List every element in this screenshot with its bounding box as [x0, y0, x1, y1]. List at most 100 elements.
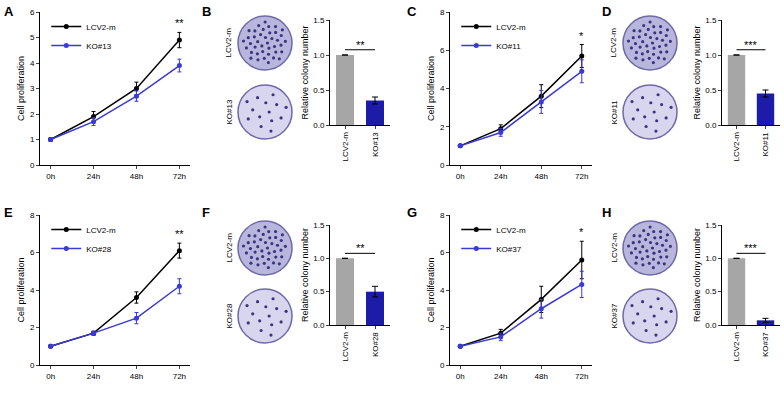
svg-text:LCV2-m: LCV2-m	[732, 332, 741, 362]
svg-text:1.0: 1.0	[705, 254, 717, 263]
svg-text:4: 4	[30, 59, 35, 68]
svg-text:Cell proliferation: Cell proliferation	[16, 257, 26, 322]
svg-text:1.0: 1.0	[313, 254, 325, 263]
svg-text:KO#11: KO#11	[610, 100, 619, 125]
svg-text:5: 5	[30, 33, 35, 42]
svg-text:6: 6	[440, 248, 445, 257]
svg-text:2: 2	[30, 323, 35, 332]
svg-text:Cell proliferation: Cell proliferation	[426, 56, 436, 121]
svg-text:6: 6	[30, 8, 35, 17]
svg-text:**: **	[175, 17, 184, 29]
svg-text:0h: 0h	[456, 372, 465, 381]
svg-text:0: 0	[30, 161, 35, 170]
svg-text:6: 6	[440, 46, 445, 55]
svg-text:4: 4	[30, 286, 35, 295]
svg-text:LCV2-m: LCV2-m	[86, 23, 116, 32]
svg-text:0.0: 0.0	[705, 321, 717, 330]
svg-text:F: F	[202, 205, 210, 220]
svg-text:LCV2-m: LCV2-m	[496, 226, 526, 235]
svg-text:24h: 24h	[494, 372, 507, 381]
svg-text:LCV2-m: LCV2-m	[225, 233, 234, 263]
svg-text:1: 1	[30, 135, 35, 144]
svg-text:1.5: 1.5	[313, 16, 325, 25]
svg-text:48h: 48h	[535, 372, 548, 381]
svg-text:2: 2	[30, 110, 35, 119]
svg-text:1.5: 1.5	[705, 221, 717, 230]
svg-text:LCV2-m: LCV2-m	[732, 132, 741, 162]
svg-text:Cell proliferation: Cell proliferation	[426, 257, 436, 322]
svg-text:LCV2-m: LCV2-m	[341, 132, 350, 162]
svg-text:LCV2-m: LCV2-m	[86, 226, 116, 235]
svg-text:72h: 72h	[173, 372, 186, 381]
svg-text:KO#28: KO#28	[371, 332, 380, 357]
svg-text:24h: 24h	[87, 372, 100, 381]
svg-text:6: 6	[30, 248, 35, 257]
svg-text:Relative colony number: Relative colony number	[300, 228, 310, 322]
svg-text:D: D	[602, 4, 611, 19]
svg-text:24h: 24h	[494, 172, 507, 181]
svg-text:Relative colony number: Relative colony number	[300, 25, 310, 119]
svg-text:C: C	[407, 4, 417, 19]
svg-text:0.0: 0.0	[313, 121, 325, 130]
svg-text:0: 0	[440, 361, 445, 370]
svg-text:KO#37: KO#37	[610, 303, 619, 328]
svg-text:LCV2-m: LCV2-m	[610, 233, 619, 263]
svg-text:1.5: 1.5	[313, 221, 325, 230]
svg-text:**: **	[356, 39, 365, 51]
svg-text:0h: 0h	[46, 372, 55, 381]
svg-text:B: B	[202, 4, 211, 19]
svg-text:0.5: 0.5	[313, 287, 325, 296]
svg-text:0: 0	[30, 361, 35, 370]
svg-text:KO#13: KO#13	[86, 42, 111, 51]
svg-text:***: ***	[744, 39, 758, 51]
svg-text:KO#11: KO#11	[496, 42, 521, 51]
svg-text:KO#28: KO#28	[86, 245, 111, 254]
svg-text:72h: 72h	[575, 372, 588, 381]
svg-text:1.0: 1.0	[705, 51, 717, 60]
svg-text:KO#28: KO#28	[225, 303, 234, 328]
svg-text:E: E	[4, 205, 13, 220]
svg-text:8: 8	[440, 8, 445, 17]
svg-text:0: 0	[440, 161, 445, 170]
svg-text:KO#13: KO#13	[225, 99, 234, 124]
svg-text:LCV2-m: LCV2-m	[341, 332, 350, 362]
svg-text:LCV2-m: LCV2-m	[496, 23, 526, 32]
svg-text:48h: 48h	[130, 172, 143, 181]
svg-text:0h: 0h	[456, 172, 465, 181]
svg-text:H: H	[602, 205, 611, 220]
svg-text:G: G	[407, 205, 417, 220]
svg-text:Cell proliferation: Cell proliferation	[16, 56, 26, 121]
svg-text:2: 2	[440, 323, 445, 332]
svg-text:KO#37: KO#37	[761, 332, 770, 357]
svg-text:*: *	[579, 226, 584, 238]
svg-text:*: *	[579, 30, 584, 42]
svg-text:1.0: 1.0	[313, 51, 325, 60]
svg-text:Relative colony number: Relative colony number	[692, 228, 702, 322]
svg-text:48h: 48h	[130, 372, 143, 381]
svg-text:**: **	[356, 242, 365, 254]
svg-text:0h: 0h	[46, 172, 55, 181]
svg-text:0.5: 0.5	[705, 287, 717, 296]
svg-text:1.5: 1.5	[705, 16, 717, 25]
svg-text:**: **	[175, 228, 184, 240]
svg-text:72h: 72h	[173, 172, 186, 181]
svg-text:KO#13: KO#13	[371, 132, 380, 157]
svg-text:24h: 24h	[87, 172, 100, 181]
svg-text:***: ***	[744, 242, 758, 254]
svg-text:8: 8	[30, 211, 35, 220]
svg-text:72h: 72h	[575, 172, 588, 181]
svg-text:2: 2	[440, 123, 445, 132]
svg-text:LCV2-m: LCV2-m	[609, 28, 618, 58]
svg-text:0.5: 0.5	[705, 86, 717, 95]
svg-text:KO#11: KO#11	[761, 132, 770, 157]
svg-text:4: 4	[440, 286, 445, 295]
svg-text:Relative colony number: Relative colony number	[692, 25, 702, 119]
svg-text:3: 3	[30, 84, 35, 93]
svg-text:0.0: 0.0	[313, 321, 325, 330]
svg-text:4: 4	[440, 84, 445, 93]
svg-text:LCV2-m: LCV2-m	[224, 28, 233, 58]
svg-text:0.0: 0.0	[705, 121, 717, 130]
svg-text:0.5: 0.5	[313, 86, 325, 95]
svg-text:8: 8	[440, 211, 445, 220]
svg-text:KO#37: KO#37	[496, 245, 521, 254]
